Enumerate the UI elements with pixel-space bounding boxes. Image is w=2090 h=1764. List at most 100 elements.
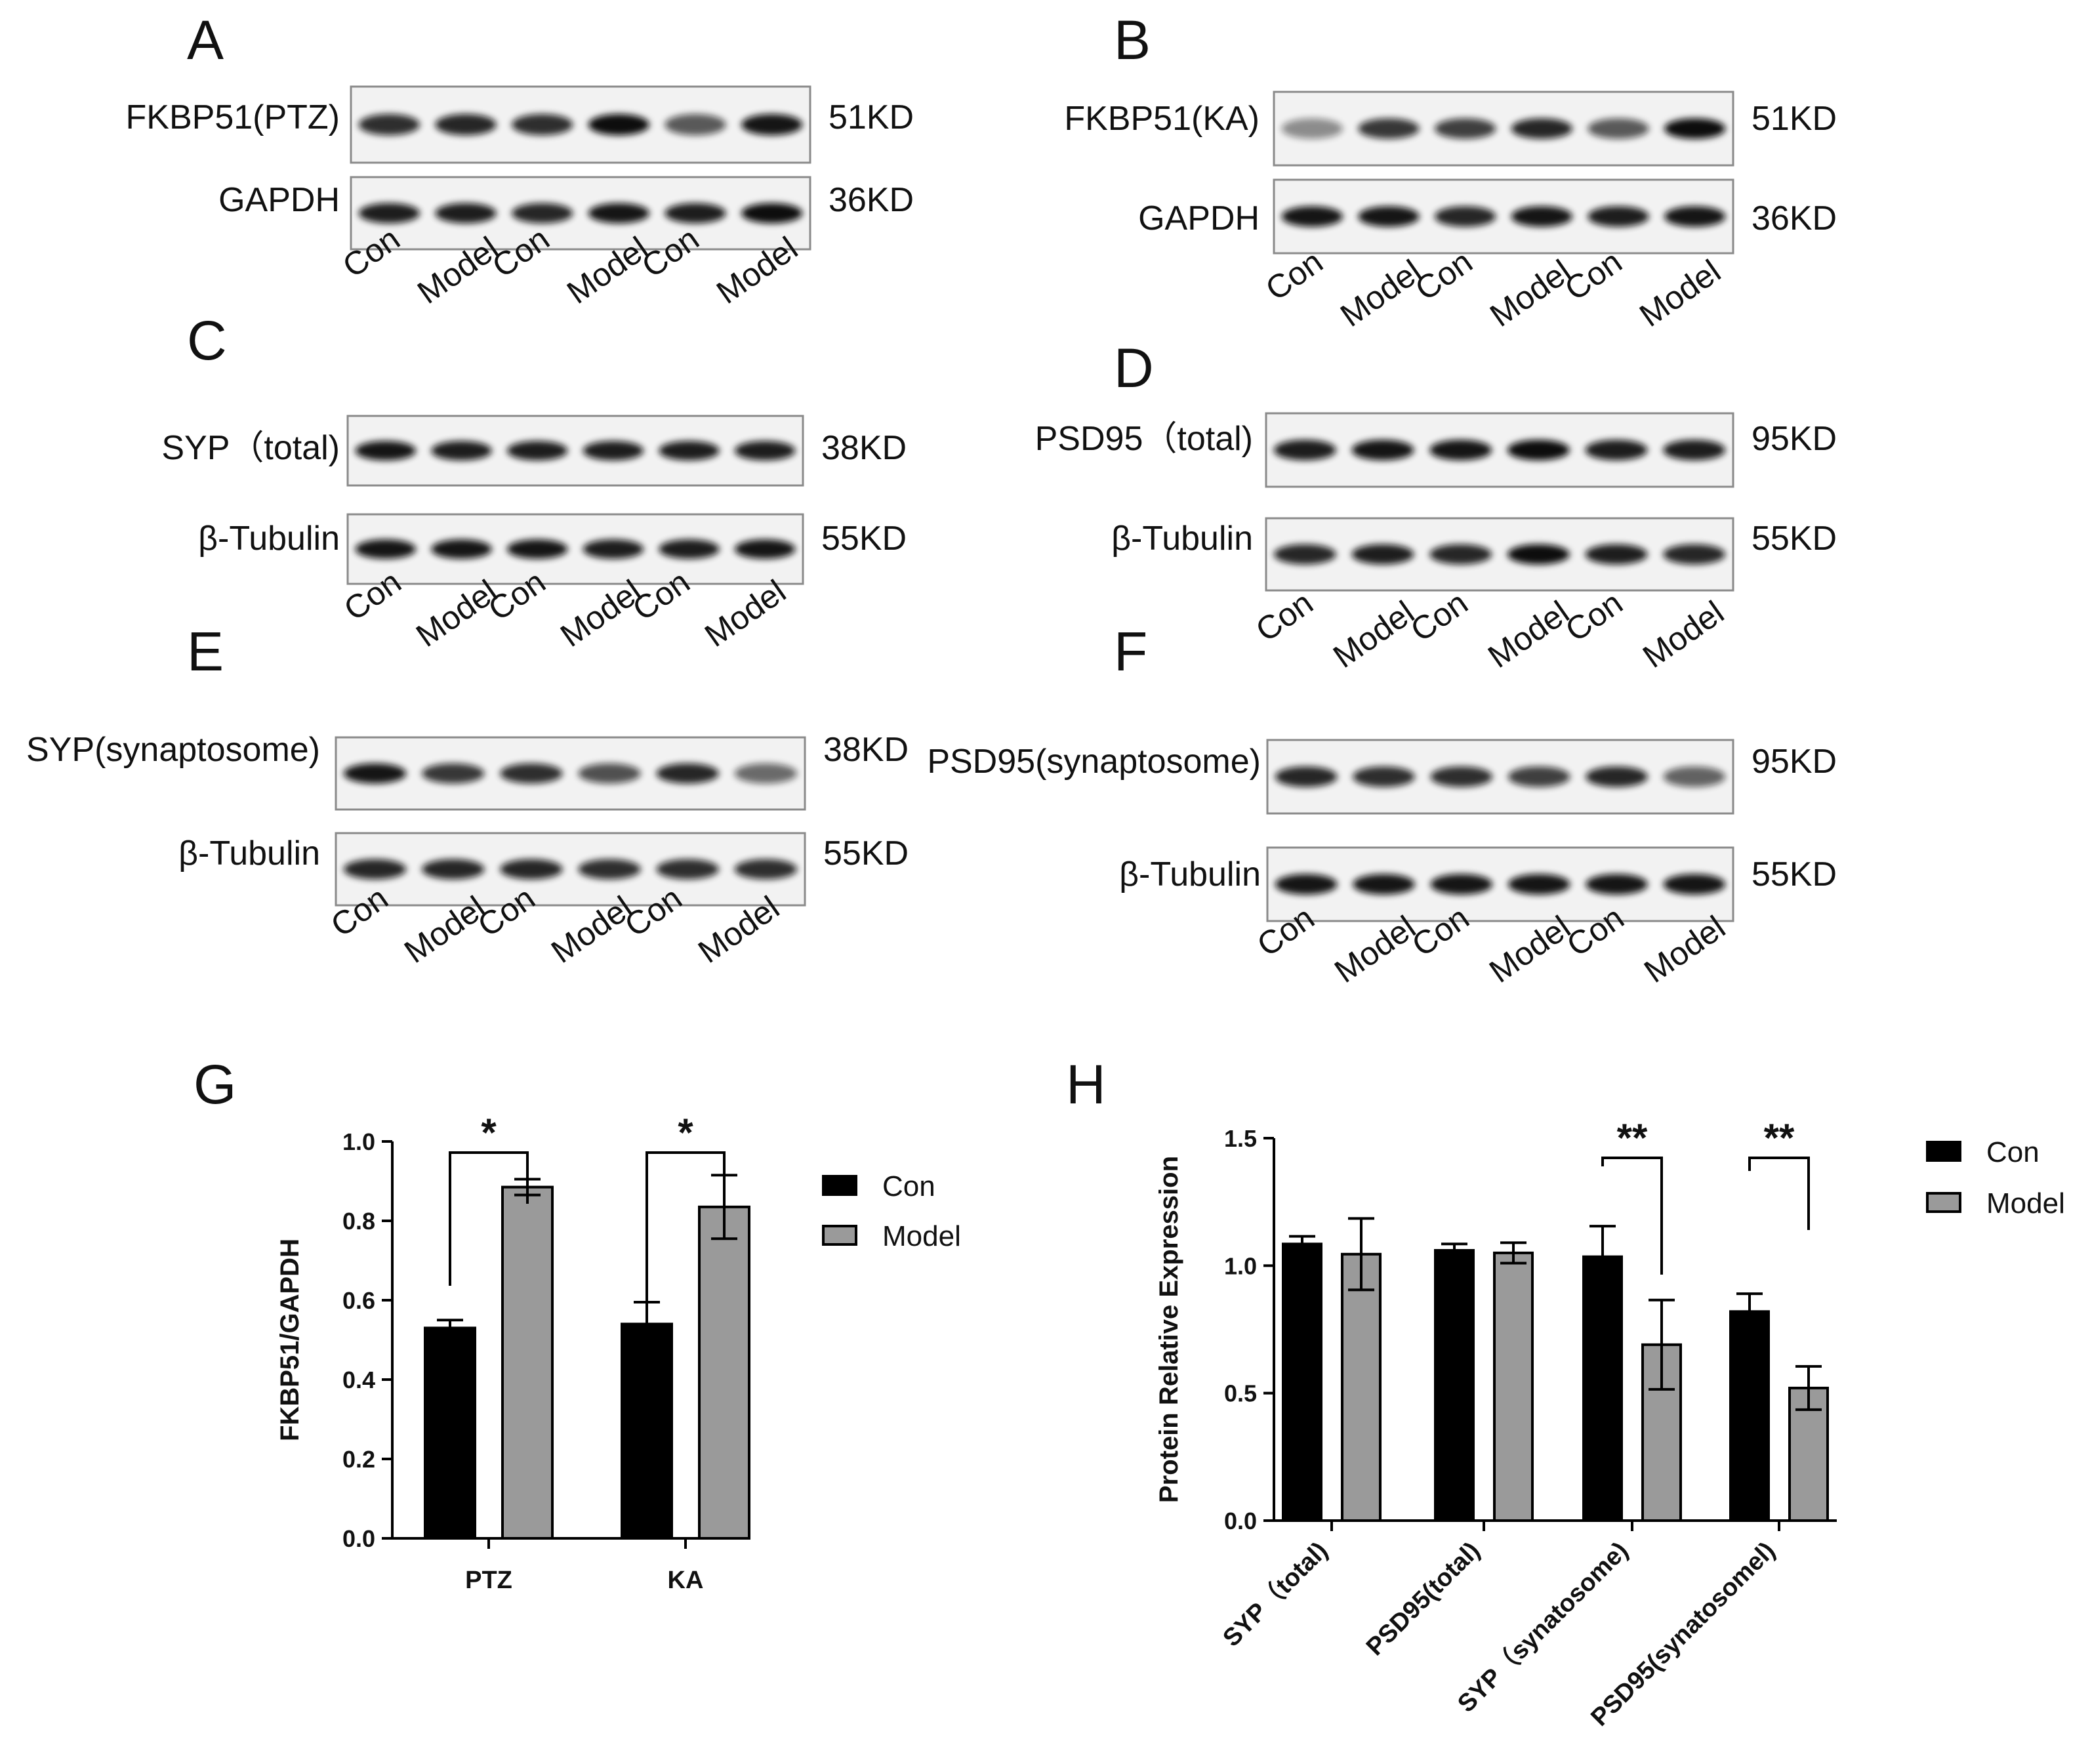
band	[1353, 874, 1415, 895]
legend-swatch-model	[1926, 1192, 1961, 1213]
band	[583, 441, 644, 461]
band	[343, 763, 407, 784]
band	[1351, 440, 1414, 461]
band	[656, 859, 719, 880]
molecular-weight-label: 51KD	[829, 98, 914, 136]
band	[500, 763, 563, 784]
molecular-weight-label: 51KD	[1752, 100, 1837, 138]
significance-marker: *	[678, 1111, 693, 1155]
molecular-weight-label: 36KD	[829, 181, 914, 219]
band	[588, 203, 649, 224]
x-category-label: SYP（total)	[1218, 1537, 1333, 1652]
significance-bracket	[449, 1151, 529, 1286]
molecular-weight-label: 38KD	[823, 731, 909, 769]
band	[1507, 440, 1570, 461]
blot-strip	[335, 736, 806, 811]
lane-label: Model	[698, 573, 792, 654]
x-category-label: PSD95(total)	[1361, 1537, 1485, 1661]
band	[1273, 440, 1336, 461]
blot-strip	[1273, 91, 1734, 167]
bar-chart-g: 0.0 0.2 0.4 0.6 0.8 1.0 FKBP51/GAPDH PTZ KA * * Con…	[276, 1111, 961, 1594]
band	[578, 763, 641, 784]
band	[1507, 874, 1570, 895]
y-axis-label: Protein Relative Expression	[1155, 1156, 1183, 1503]
band	[1353, 766, 1415, 787]
significance-marker: **	[1617, 1116, 1648, 1160]
band	[1663, 440, 1726, 461]
band	[659, 441, 720, 461]
bar-model	[698, 1205, 750, 1540]
band	[1586, 874, 1648, 895]
molecular-weight-label: 55KD	[1752, 520, 1837, 558]
band	[1586, 766, 1648, 787]
bar-con	[424, 1326, 476, 1540]
band	[1511, 118, 1572, 139]
bar-con	[1282, 1242, 1322, 1522]
molecular-weight-label: 38KD	[821, 429, 907, 467]
lane-label: Con	[1249, 585, 1319, 649]
band	[656, 763, 719, 784]
band	[431, 539, 492, 559]
y-tick-label: 1.5	[1224, 1125, 1257, 1152]
legend-label-con: Con	[1986, 1136, 2039, 1168]
lane-label: Model	[554, 573, 648, 654]
blot-strip	[1273, 178, 1734, 255]
band	[506, 441, 568, 461]
lane-label: Con	[1559, 585, 1629, 649]
molecular-weight-label: 55KD	[1752, 855, 1837, 893]
bar-model	[501, 1185, 554, 1540]
y-tick-label: 0.5	[1224, 1380, 1257, 1407]
band	[355, 441, 417, 461]
panel-label-d: D	[1114, 337, 1154, 399]
band	[578, 859, 641, 880]
blot-row-label: β-Tubulin	[178, 834, 320, 872]
blot-row-label: SYP(synaptosome)	[26, 731, 320, 769]
significance-bracket	[1748, 1157, 1810, 1230]
blot-row-label: β-Tubulin	[1111, 520, 1253, 558]
x-category-label: PTZ	[465, 1567, 512, 1594]
band	[422, 763, 485, 784]
band	[506, 539, 568, 559]
band	[1435, 206, 1496, 227]
band	[1507, 766, 1570, 787]
legend-swatch-con	[822, 1175, 857, 1196]
bar-model	[1341, 1252, 1382, 1523]
significance-bracket	[1601, 1157, 1663, 1275]
band	[1435, 118, 1496, 139]
blot-row-label: GAPDH	[218, 181, 340, 219]
lane-label: Model	[1326, 594, 1421, 675]
band	[583, 539, 644, 559]
band	[1275, 766, 1338, 787]
panel-label-b: B	[1114, 9, 1151, 71]
band	[1281, 206, 1343, 227]
band	[1663, 766, 1726, 787]
y-tick-label: 0.4	[342, 1366, 375, 1393]
band	[343, 859, 407, 880]
bar-con	[1729, 1310, 1770, 1522]
band	[1588, 118, 1649, 139]
band	[741, 113, 803, 136]
band	[1664, 206, 1726, 227]
band	[422, 859, 485, 880]
bar-chart-h: 0.0 0.5 1.0 1.5 Protein Relative Expression S…	[1155, 1116, 2065, 1732]
band	[358, 113, 420, 136]
legend-label-model: Model	[1986, 1187, 2065, 1220]
panel-label-f: F	[1114, 621, 1147, 682]
legend-label-model: Model	[882, 1220, 961, 1252]
band	[1351, 544, 1414, 565]
blot-strip	[335, 832, 806, 907]
blot-strip	[1266, 739, 1734, 815]
molecular-weight-label: 95KD	[1752, 420, 1837, 458]
y-tick-label: 0.0	[1224, 1508, 1257, 1534]
band	[1281, 118, 1343, 139]
y-tick-label: 1.0	[1224, 1252, 1257, 1279]
lane-label: Con	[1404, 585, 1474, 649]
blot-row-label: β-Tubulin	[198, 520, 340, 558]
band	[435, 203, 497, 224]
molecular-weight-label: 95KD	[1752, 743, 1837, 781]
y-tick-label: 0.6	[342, 1287, 375, 1314]
